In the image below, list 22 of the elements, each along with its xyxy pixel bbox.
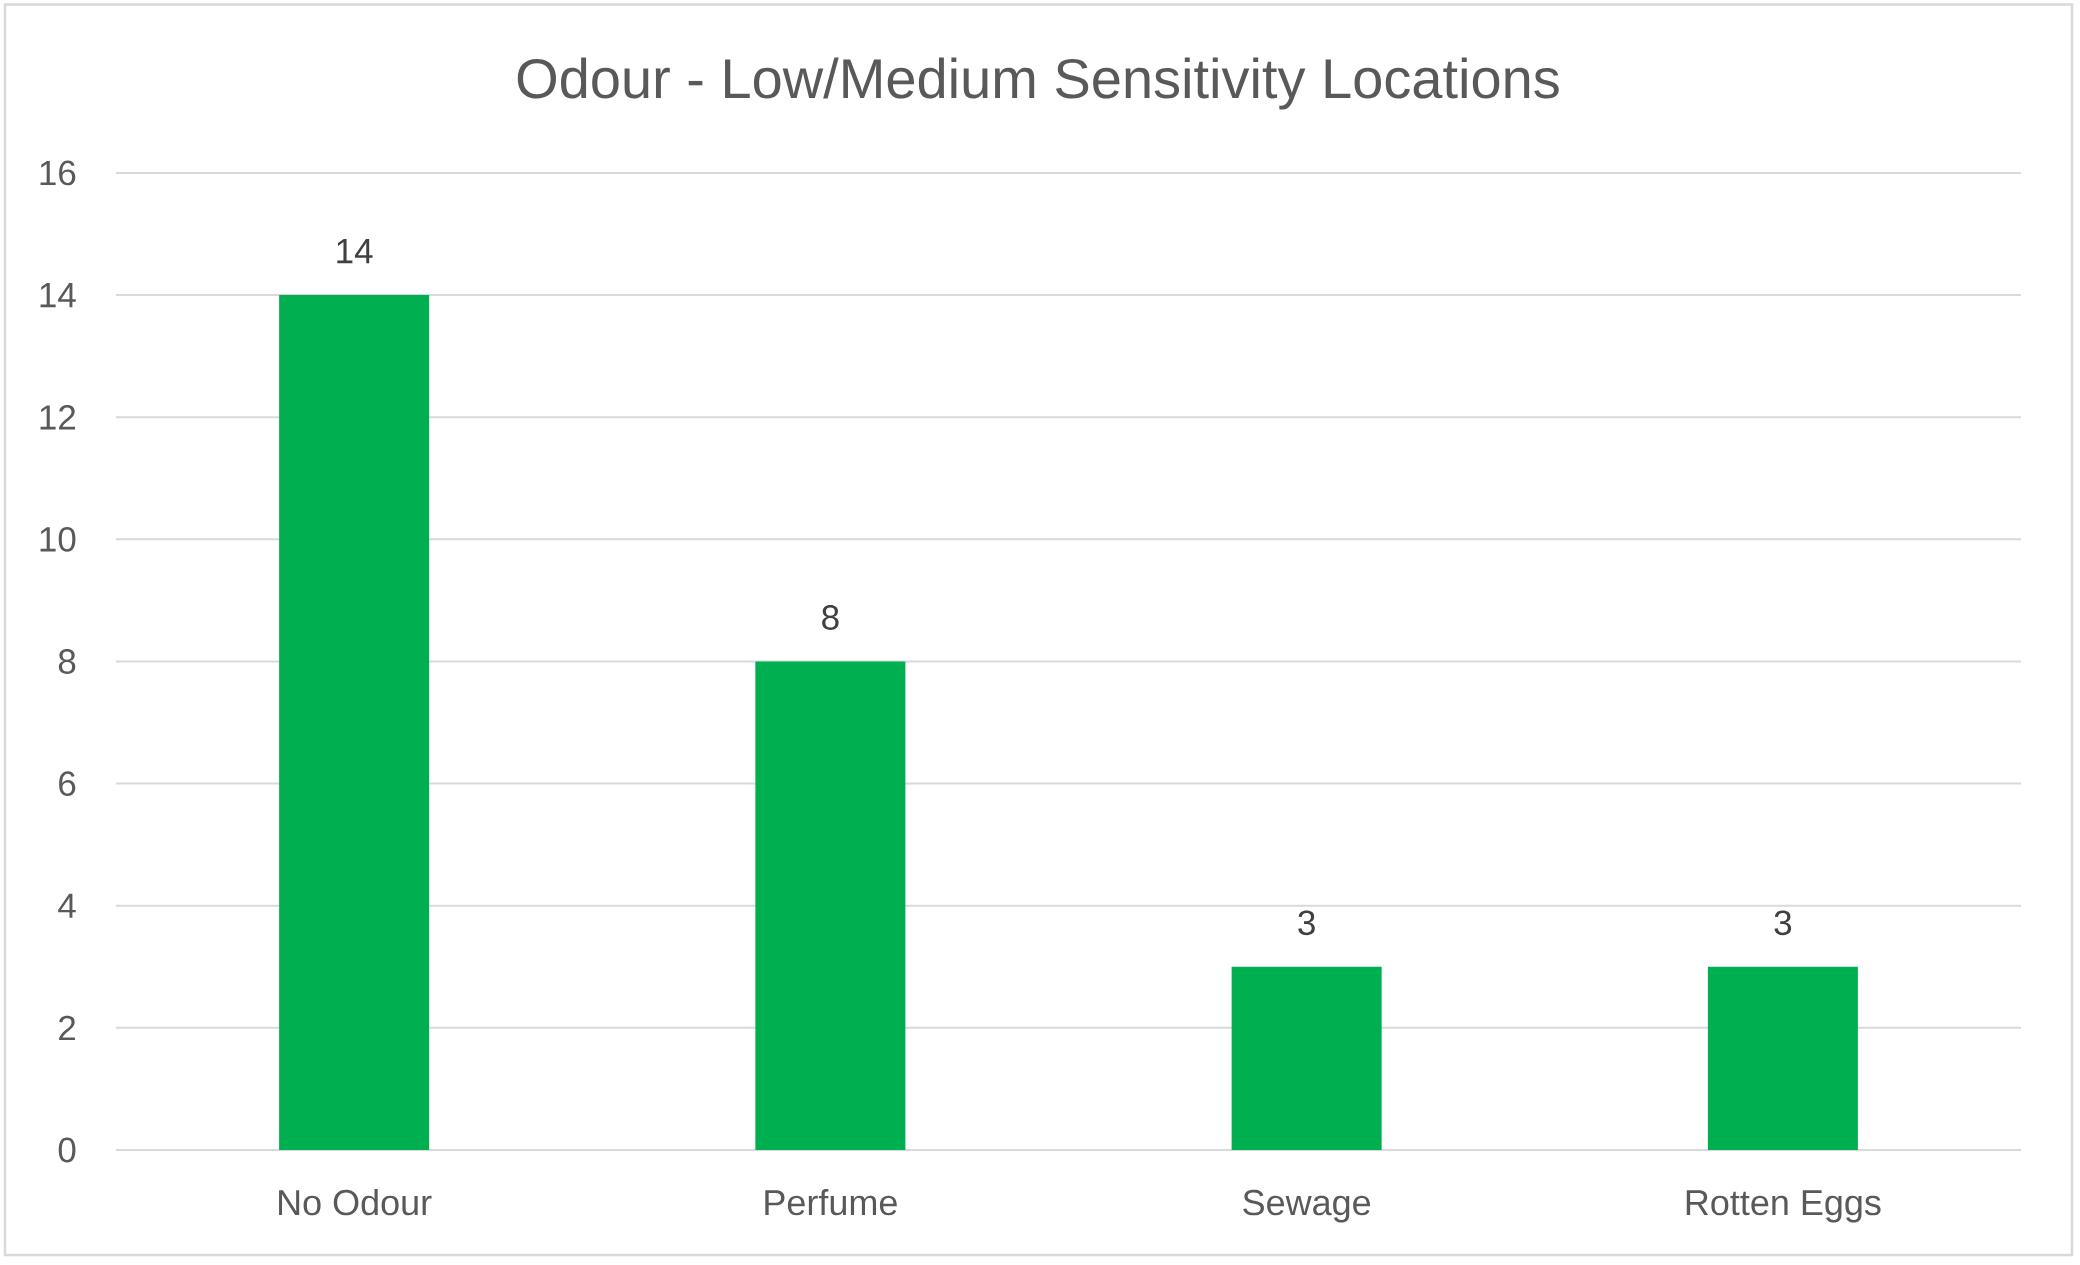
y-tick-label: 0 <box>58 1137 76 1163</box>
y-tick-label: 14 <box>40 283 76 308</box>
x-tick-label: Perfume <box>765 1188 897 1216</box>
y-tick-label: 16 <box>40 160 76 186</box>
chart-title: Odour - Low/Medium Sensitivity Locations <box>517 57 1559 110</box>
bar <box>1707 966 1858 1150</box>
data-label: 14 <box>337 239 373 264</box>
bar <box>279 295 430 1150</box>
bar <box>755 661 906 1150</box>
x-tick-label: Rotten Eggs <box>1686 1190 1881 1223</box>
data-label: 3 <box>1774 910 1792 936</box>
y-tick-label: 10 <box>40 526 76 552</box>
x-tick-label: Sewage <box>1243 1189 1371 1223</box>
data-label: 3 <box>1298 910 1315 936</box>
y-tick-label: 6 <box>59 771 76 797</box>
data-label: 8 <box>822 605 839 630</box>
y-tick-label: 2 <box>59 1015 76 1041</box>
bar <box>1231 966 1382 1150</box>
y-tick-label: 12 <box>40 405 76 430</box>
y-tick-label: 4 <box>58 893 76 918</box>
y-tick-label: 8 <box>58 649 76 674</box>
x-tick-label: No Odour <box>279 1188 432 1216</box>
